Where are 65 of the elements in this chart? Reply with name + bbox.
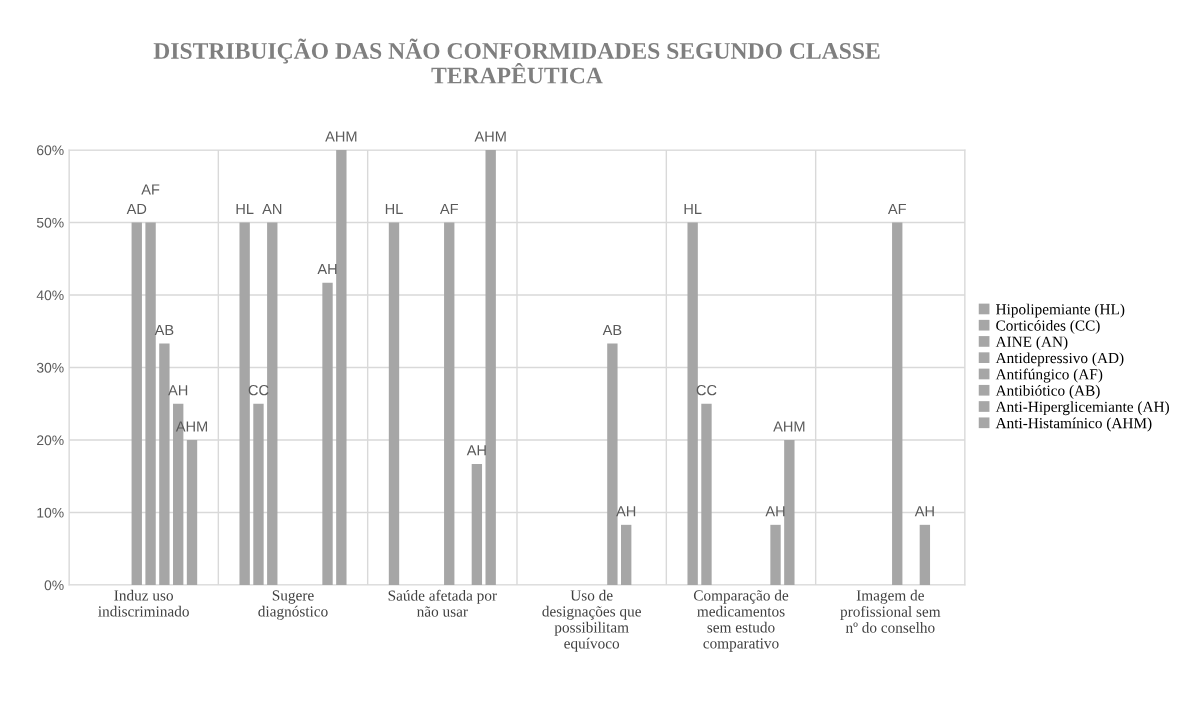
bar — [444, 222, 455, 585]
bar — [239, 222, 250, 585]
data-label: HL — [385, 203, 403, 214]
x-tick-label: Imagem de profissional sem nº do conselho — [840, 589, 941, 633]
y-tick-label: 20% — [37, 435, 64, 446]
data-label: AH — [616, 506, 636, 517]
data-label: AH — [168, 385, 188, 396]
data-label: AH — [317, 264, 337, 275]
y-tick-label: 60% — [37, 145, 64, 156]
bar — [336, 150, 347, 585]
legend-label: Hipolipemiante (HL) — [995, 303, 1125, 318]
x-tick-label: Induz uso indiscriminado — [98, 589, 189, 617]
chart-title: DISTRIBUIÇÃO DAS NÃO CONFORMIDADES SEGUNDO CLASSE TERAPÊUTICA — [153, 38, 880, 84]
bar — [485, 150, 496, 585]
legend-label: Antidepressivo (AD) — [995, 352, 1124, 367]
x-tick-label: Saúde afetada por não usar — [388, 589, 497, 617]
data-label: AH — [466, 445, 486, 456]
bar — [388, 222, 400, 585]
data-label: AHM — [325, 131, 357, 142]
legend-label: Antibiótico (AB) — [995, 384, 1100, 399]
bar — [159, 343, 170, 585]
bar — [131, 222, 142, 585]
bar — [919, 524, 931, 585]
y-tick-label: 40% — [36, 290, 64, 301]
bar — [621, 524, 632, 585]
y-tick-label: 50% — [36, 217, 64, 228]
data-label: AB — [154, 324, 174, 335]
data-label: AF — [439, 203, 458, 214]
data-label: AHM — [773, 421, 805, 432]
legend-label: Anti-Hiperglicemiante (AH) — [995, 401, 1169, 416]
bar — [145, 222, 156, 585]
data-label: AHM — [175, 421, 208, 432]
data-label: AN — [262, 203, 282, 214]
legend-label: Antifúngico (AF) — [995, 368, 1103, 383]
legend-label: Anti-Histamínico (AHM) — [995, 417, 1152, 432]
data-label: AHM — [474, 131, 506, 142]
data-label: AF — [887, 203, 906, 214]
bar — [607, 343, 618, 585]
x-tick-label: Uso de designações que possibilitam equívoco — [542, 589, 641, 652]
y-tick-label: 30% — [36, 362, 64, 373]
legend-label: Corticóides (CC) — [996, 319, 1100, 334]
bar — [186, 440, 198, 585]
data-label: AF — [141, 184, 160, 195]
bar — [687, 222, 698, 585]
data-label: HL — [236, 203, 254, 214]
legend-label: AINE (AN) — [995, 336, 1068, 351]
bar — [471, 463, 483, 585]
data-label: HL — [684, 203, 702, 214]
bar — [784, 440, 795, 585]
data-label: CC — [696, 384, 717, 396]
bar — [253, 403, 264, 585]
y-tick-label: 0% — [44, 580, 64, 591]
data-label: AH — [765, 506, 785, 517]
y-tick-label: 10% — [37, 507, 64, 518]
data-label: AH — [914, 506, 934, 517]
data-label: CC — [248, 384, 269, 396]
x-tick-label: Sugere diagnóstico — [258, 590, 328, 620]
bar — [701, 403, 712, 585]
bar — [322, 282, 333, 585]
bar — [267, 222, 278, 585]
bar — [770, 524, 781, 585]
data-label: AD — [126, 203, 147, 214]
data-label: AB — [602, 324, 622, 335]
x-tick-label: Comparação de medicamentos sem estudo comparativo — [693, 589, 789, 652]
bar — [892, 222, 903, 585]
